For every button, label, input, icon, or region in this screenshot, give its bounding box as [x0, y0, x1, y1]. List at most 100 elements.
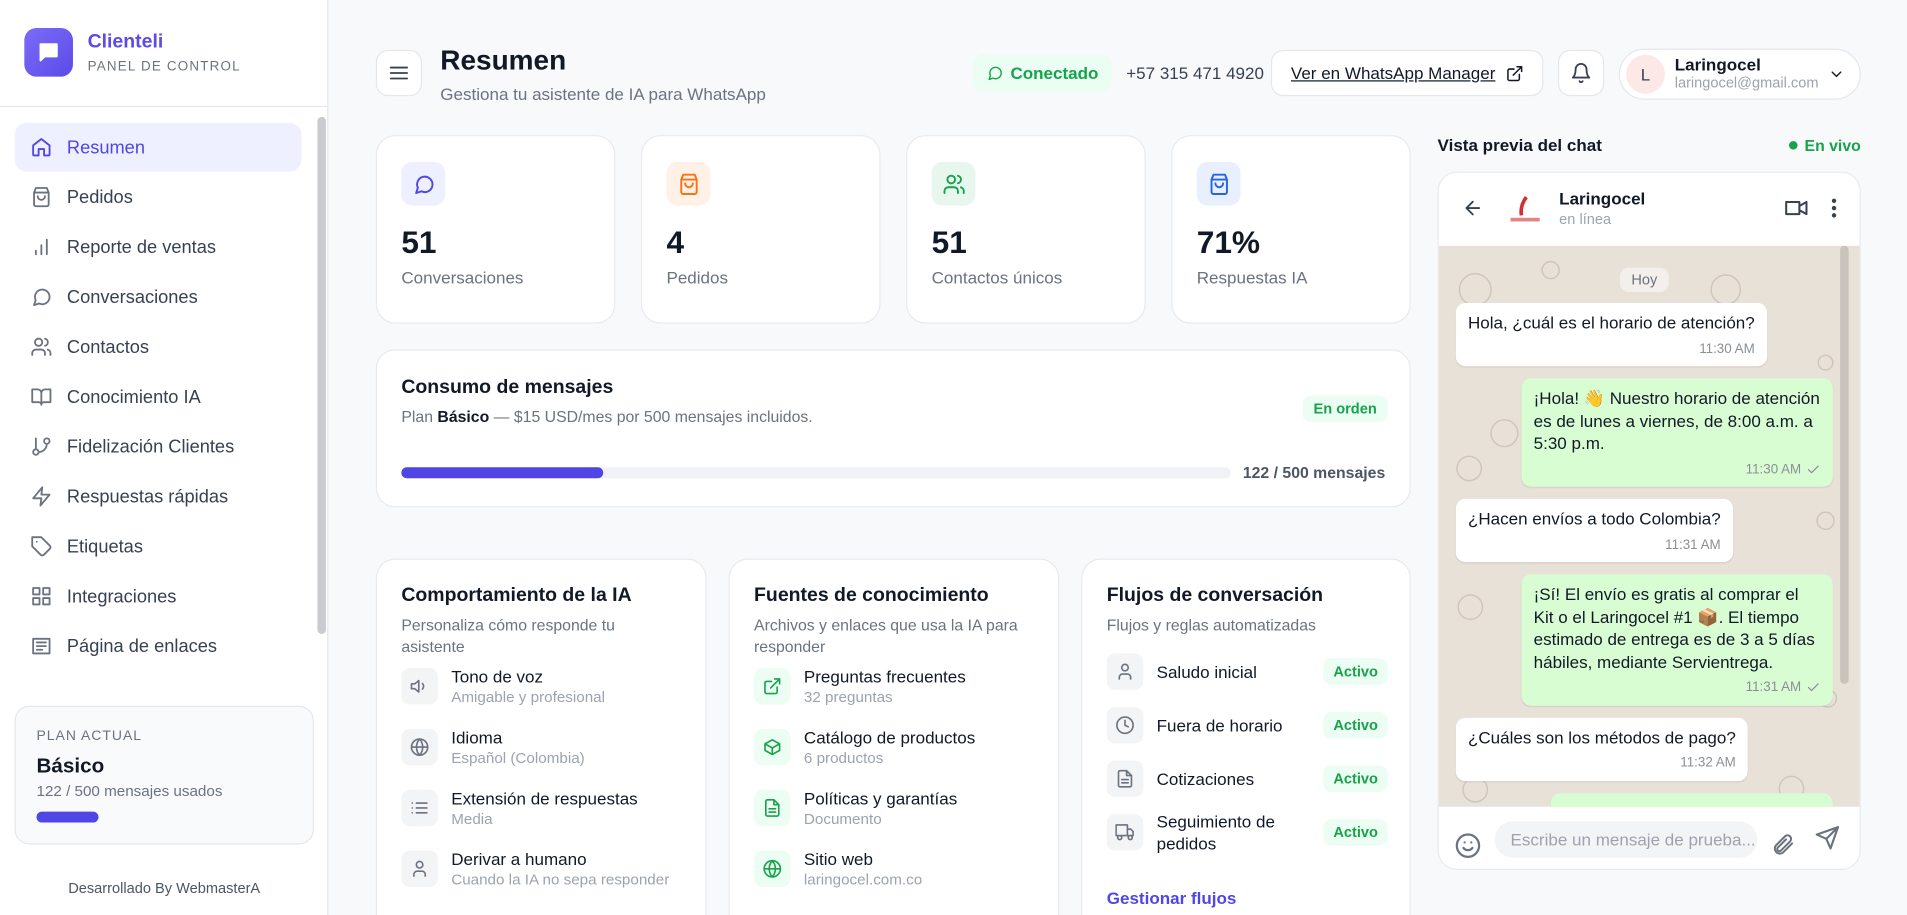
- item-title: Políticas y garantías: [803, 788, 958, 808]
- bell-icon: [1571, 63, 1591, 84]
- plan-bar-track: [36, 811, 291, 823]
- nav-item[interactable]: Página de enlaces: [15, 622, 302, 671]
- nav-item[interactable]: Resumen: [14, 122, 302, 172]
- menu-button[interactable]: [375, 49, 423, 97]
- item-icon: [1106, 706, 1144, 744]
- nav-item[interactable]: Contactos: [15, 322, 302, 371]
- icon: [413, 860, 427, 877]
- icon: [1807, 465, 1819, 474]
- logo-icon: [39, 43, 58, 62]
- icon-path: [1807, 683, 1819, 692]
- manager-button[interactable]: Ver en WhatsApp Manager: [1270, 49, 1544, 97]
- message-meta: 11:31 AM: [1468, 534, 1721, 557]
- nav-label: Conocimiento IA: [66, 386, 201, 408]
- page-title: Resumen: [440, 43, 567, 76]
- usage-status: En orden: [1302, 395, 1388, 423]
- item-text: Catálogo de productos 6 productos: [804, 726, 975, 767]
- flow-title: Seguimiento de pedidos: [1156, 811, 1275, 853]
- icon-path: [32, 486, 51, 507]
- item-text: Derivar a humano Cuando la IA no sepa res…: [451, 848, 669, 889]
- icon-path: [1118, 663, 1132, 680]
- nav-item[interactable]: Reporte de ventas: [15, 223, 302, 272]
- panel-subtitle: Personaliza cómo responde tu asistente: [401, 615, 615, 656]
- stat-card: 71% Respuestas IA: [1171, 135, 1411, 324]
- icon-path: [1807, 465, 1819, 474]
- flow-item[interactable]: Saludo inicial Activo: [1106, 645, 1388, 699]
- contact-logo: [1510, 196, 1540, 222]
- item-icon: [754, 728, 791, 766]
- flow-item[interactable]: Cotizaciones Activo: [1106, 752, 1388, 806]
- more-icon[interactable]: [1830, 197, 1837, 219]
- flow-status: Activo: [1323, 658, 1388, 686]
- flow-item[interactable]: Fuera de horario Activo: [1106, 698, 1388, 752]
- item-icon: [754, 668, 791, 705]
- live-text: En vivo: [1804, 136, 1861, 155]
- nav-label: Conversaciones: [66, 286, 198, 308]
- flow-item[interactable]: Seguimiento de pedidos Activo: [1106, 806, 1388, 860]
- message-meta: 11:31 AM: [1534, 677, 1821, 700]
- flow-title: Cotizaciones: [1156, 769, 1255, 789]
- list-item: Derivar a humano Cuando la IA no sepa res…: [401, 838, 687, 899]
- icon-path: [1115, 824, 1134, 841]
- stat-value: 51: [931, 223, 967, 261]
- chat-card: Laringocel en línea Hoy Hola, ¿cuál es e…: [1437, 171, 1861, 871]
- emoji-icon[interactable]: [1455, 832, 1482, 859]
- nav-item[interactable]: Fidelización Clientes: [15, 422, 302, 471]
- item-text: Idioma Español (Colombia): [451, 726, 585, 767]
- message: ¡Sí! El envío es gratis al comprar el Ki…: [1521, 574, 1833, 706]
- user-menu[interactable]: L Laringocel laringocel@gmail.com: [1618, 48, 1861, 100]
- nav-item[interactable]: Conocimiento IA: [15, 372, 302, 421]
- nav-item[interactable]: Pedidos: [15, 173, 302, 222]
- message: ¿Hacen envíos a todo Colombia? 11:31 AM: [1455, 498, 1733, 563]
- chat-scrollbar: [1840, 245, 1849, 684]
- nav-item[interactable]: Etiquetas: [15, 522, 302, 571]
- icon-path: [1116, 716, 1134, 735]
- icon-path: [32, 587, 51, 606]
- stat-label: Contactos únicos: [931, 267, 1063, 288]
- usage-bar-track: [401, 467, 1231, 479]
- behavior-card: Comportamiento de la IA Personaliza cómo…: [375, 558, 707, 915]
- nav-item[interactable]: Integraciones: [15, 572, 302, 621]
- footer: Desarrollado By WebmasterA: [68, 879, 261, 897]
- stat-icon: [931, 161, 976, 206]
- list-item: Preguntas frecuentes 32 preguntas: [754, 656, 1040, 717]
- flow-status: Activo: [1323, 765, 1388, 793]
- item-icon: [401, 789, 438, 827]
- list-item: Catálogo de productos 6 productos: [754, 717, 1040, 778]
- nav-label: Página de enlaces: [66, 635, 218, 657]
- attach-icon[interactable]: [1771, 832, 1795, 856]
- item-detail: Español (Colombia): [451, 749, 585, 767]
- status-icon: [988, 66, 1002, 81]
- item-detail: 6 productos: [803, 749, 884, 767]
- plan-name: Básico: [36, 754, 105, 778]
- item-icon: [401, 668, 438, 705]
- message-time: 11:30 AM: [1699, 341, 1755, 356]
- flow-title: Saludo inicial: [1156, 661, 1257, 682]
- item-icon: [1106, 814, 1144, 851]
- icon: [764, 739, 781, 756]
- item-text: Políticas y garantías Documento: [804, 787, 957, 828]
- flows-link[interactable]: Gestionar flujos: [1106, 888, 1237, 908]
- send-icon[interactable]: [1815, 825, 1841, 851]
- back-icon[interactable]: [1462, 197, 1484, 219]
- nav-item[interactable]: Respuestas rápidas: [15, 472, 302, 521]
- item-detail: Media: [451, 810, 493, 828]
- message-input[interactable]: Escribe un mensaje de prueba...: [1494, 821, 1758, 858]
- stat-value: 71%: [1196, 223, 1261, 261]
- panel-title: Comportamiento de la IA: [401, 585, 632, 606]
- icon: [942, 174, 965, 194]
- nav-item[interactable]: Conversaciones: [15, 273, 302, 322]
- video-icon[interactable]: [1784, 196, 1808, 220]
- user-email: laringocel@gmail.com: [1674, 74, 1819, 92]
- message-meta: 11:30 AM: [1534, 458, 1821, 481]
- item-detail: laringocel.com.co: [803, 871, 923, 889]
- icon-path: [764, 678, 781, 695]
- plan-label: PLAN ACTUAL: [36, 728, 143, 744]
- date-chip: Hoy: [1620, 267, 1669, 293]
- item-text: Preguntas frecuentes 32 preguntas: [804, 666, 966, 707]
- icon: [32, 587, 51, 606]
- notifications-button[interactable]: [1557, 49, 1605, 97]
- stat-label: Conversaciones: [401, 267, 524, 288]
- status-pill: Conectado: [972, 53, 1112, 93]
